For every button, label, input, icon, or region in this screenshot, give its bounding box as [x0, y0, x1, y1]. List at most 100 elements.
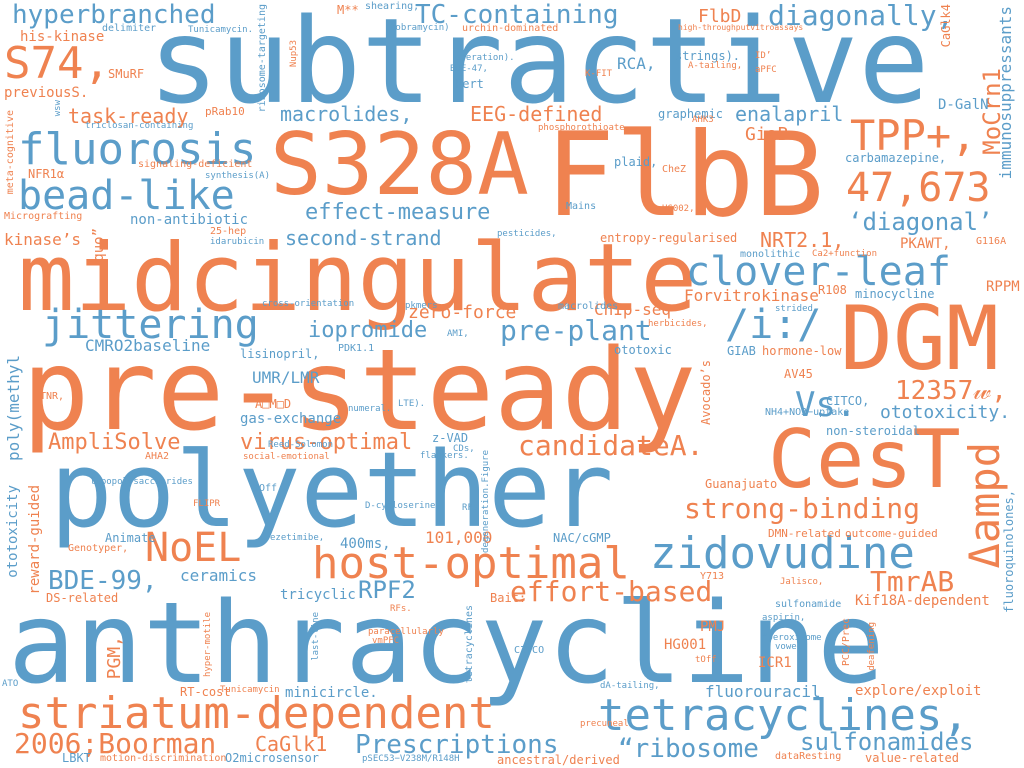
- cloud-word: G116A: [976, 236, 1007, 247]
- cloud-word: deafening: [867, 622, 877, 671]
- cloud-word: Nup53: [289, 40, 299, 68]
- cloud-word: outcome-guided: [845, 527, 938, 540]
- cloud-word: Micrografting: [4, 211, 83, 222]
- cloud-word: DS-related: [46, 591, 119, 605]
- cloud-word: host-optimal: [312, 538, 630, 589]
- cloud-word: minicircle.: [285, 685, 378, 701]
- cloud-word: Tunicamycin: [220, 685, 280, 695]
- cloud-word: numeral.: [348, 404, 392, 414]
- cloud-word: pesticides,: [497, 229, 557, 239]
- cloud-word: fluorouracil: [705, 682, 821, 701]
- cloud-word: NH4+NO3−uptake: [765, 407, 850, 418]
- cloud-word: macrolides,: [280, 102, 413, 126]
- cloud-word: flankers.: [420, 451, 469, 461]
- cloud-word: ezetimibe,: [270, 533, 325, 543]
- cloud-word: second-strand: [285, 226, 442, 250]
- cloud-word: previousS.: [4, 85, 89, 101]
- cloud-word: ototoxic: [614, 343, 672, 357]
- cloud-word: virus-optimal: [240, 430, 413, 455]
- cloud-word: social-emotional: [243, 452, 330, 462]
- cloud-word: DGM: [840, 287, 999, 390]
- cloud-word: candidateA.: [518, 429, 704, 462]
- cloud-word: R108: [818, 283, 847, 297]
- cloud-word: CaGlk1: [255, 732, 328, 756]
- cloud-word: TPP+,: [850, 111, 977, 160]
- cloud-word: HG001: [664, 637, 707, 653]
- cloud-word: effort-based: [510, 575, 713, 608]
- cloud-word: plaid,: [614, 155, 658, 169]
- cloud-word: D-GalN: [938, 97, 989, 113]
- cloud-word: PDK1.1: [338, 343, 375, 354]
- cloud-word: ototoxicity.: [880, 402, 1011, 423]
- cloud-word: RT-cost: [180, 685, 231, 699]
- cloud-word: pkmers: [405, 301, 438, 311]
- cloud-word: CaGlk4: [939, 4, 953, 48]
- cloud-word: non-antibiotic: [130, 212, 249, 228]
- cloud-word: pre-steady: [22, 326, 697, 456]
- cloud-word: AHA2: [145, 451, 170, 462]
- cloud-word: shearing,: [365, 1, 420, 12]
- cloud-word: macrolides: [558, 301, 619, 312]
- cloud-word: CesT: [768, 413, 961, 506]
- cloud-word: 400ms,: [340, 536, 391, 552]
- cloud-word: explore/exploit: [855, 683, 982, 699]
- cloud-word: TNR,: [40, 391, 65, 402]
- cloud-word: midcingulate: [18, 224, 698, 333]
- cloud-word: graphemic: [658, 107, 724, 121]
- cloud-word: herbicides,: [648, 319, 708, 329]
- cloud-word: K-FIT: [585, 69, 613, 79]
- cloud-word: Forvitrokinase: [684, 286, 819, 305]
- cloud-word: Avocado’s: [699, 360, 713, 426]
- cloud-word: monolithic: [740, 249, 801, 260]
- cloud-word: delimiter: [102, 23, 157, 34]
- cloud-word: clover-leaf: [686, 249, 951, 295]
- cloud-word: iopromide: [308, 318, 428, 343]
- cloud-word: fluorosis: [18, 124, 257, 175]
- cloud-word: dataResting: [775, 751, 842, 762]
- cloud-word: AHK3: [692, 115, 714, 125]
- cloud-word: strided: [775, 304, 813, 314]
- cloud-word: z-VAD: [432, 431, 469, 445]
- cloud-word: cross-orientation: [262, 299, 355, 309]
- cloud-word: Guanajuato: [705, 477, 778, 491]
- cloud-word: urchin-dominated: [462, 23, 559, 34]
- cloud-word: reward-guided: [27, 485, 43, 595]
- cloud-word: effect-measure: [305, 200, 491, 225]
- cloud-word: RPPM: [986, 279, 1020, 295]
- cloud-word: tOff: [695, 655, 717, 665]
- cloud-word: polyether: [50, 429, 614, 551]
- cloud-word: PMJ: [700, 619, 726, 635]
- cloud-word: aPFC: [755, 65, 777, 75]
- cloud-word: fluoroquinolones,: [1002, 490, 1016, 613]
- cloud-word: Mains: [566, 201, 597, 212]
- cloud-word: RPF2: [358, 576, 416, 604]
- cloud-word: FLIPR: [193, 499, 221, 509]
- cloud-word: CheZ: [662, 164, 687, 175]
- cloud-word: diagonally,: [768, 0, 954, 32]
- cloud-word: bead-like: [18, 173, 235, 219]
- cloud-word: vowel,: [775, 642, 808, 652]
- cloud-word: sOff: [253, 483, 278, 494]
- cloud-word: 25-hep: [210, 226, 247, 237]
- cloud-word: pRab10: [205, 105, 245, 118]
- cloud-word: Vs.: [795, 385, 857, 425]
- cloud-word: meta-cognitive: [5, 110, 16, 195]
- cloud-word: paracellularly: [368, 627, 444, 637]
- cloud-word: PCC/Prec: [841, 618, 852, 667]
- cloud-word: lisinopril,: [240, 347, 320, 361]
- cloud-word: RFs.: [390, 604, 412, 614]
- cloud-word: aspirin,: [762, 613, 806, 623]
- cloud-word: precuneal: [580, 719, 629, 729]
- cloud-word: ribosome-targeting: [257, 4, 268, 113]
- cloud-word: motion-discrimination: [100, 753, 227, 764]
- cloud-word: quo”: [91, 228, 107, 262]
- cloud-word: A□M□D: [255, 397, 292, 411]
- cloud-word: strings).: [675, 49, 741, 63]
- cloud-word: zero-force: [408, 302, 517, 323]
- cloud-word: Tunicamycin.: [188, 25, 254, 35]
- cloud-word: wsw: [53, 100, 63, 117]
- cloud-word: O2microsensor: [225, 751, 319, 765]
- cloud-word: carbamazepine,: [845, 151, 947, 165]
- cloud-word: RFs: [462, 503, 479, 513]
- cloud-word: operation).: [455, 53, 515, 63]
